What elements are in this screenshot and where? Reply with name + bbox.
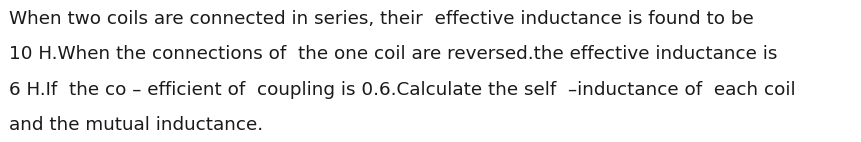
Text: and the mutual inductance.: and the mutual inductance.: [9, 116, 263, 134]
Text: When two coils are connected in series, their  effective inductance is found to : When two coils are connected in series, …: [9, 10, 753, 28]
Text: 6 H.If  the co – efficient of  coupling is 0.6.Calculate the self  –inductance o: 6 H.If the co – efficient of coupling is…: [9, 81, 796, 99]
Text: 10 H.When the connections of  the one coil are reversed.the effective inductance: 10 H.When the connections of the one coi…: [9, 45, 777, 63]
